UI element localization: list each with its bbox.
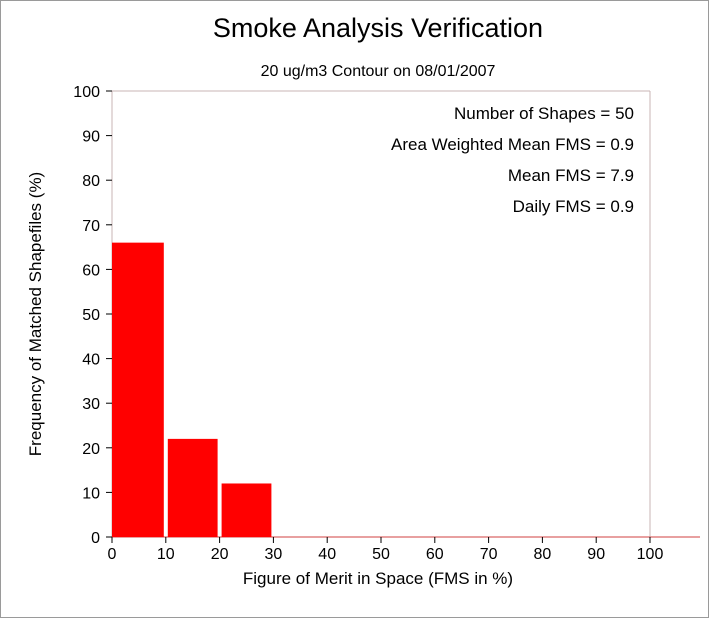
x-tick-label: 70: [480, 546, 498, 563]
x-tick-label: 20: [211, 546, 229, 563]
x-tick-label: 80: [534, 546, 552, 563]
x-tick-label: 0: [108, 546, 117, 563]
stat-annotation: Mean FMS = 7.9: [508, 166, 634, 185]
y-tick-label: 10: [82, 485, 100, 502]
bar-20-30: [221, 483, 272, 537]
y-axis: 0 10 20 30 40 50 60 70 80 90 100: [73, 84, 112, 547]
y-tick-label: 100: [73, 84, 100, 101]
y-tick-label: 20: [82, 441, 100, 458]
bars-group: [112, 242, 272, 537]
x-tick-label: 90: [587, 546, 605, 563]
bar-10-20: [167, 438, 218, 537]
stat-annotation: Daily FMS = 0.9: [513, 197, 634, 216]
x-tick-label: 60: [426, 546, 444, 563]
y-tick-label: 40: [82, 352, 100, 369]
y-tick-label: 0: [91, 530, 100, 547]
x-tick-label: 40: [318, 546, 336, 563]
y-tick-label: 30: [82, 396, 100, 413]
x-axis-label: Figure of Merit in Space (FMS in %): [243, 569, 513, 588]
y-axis-label: Frequency of Matched Shapefiles (%): [26, 172, 45, 456]
x-tick-label: 30: [265, 546, 283, 563]
x-tick-label: 50: [372, 546, 390, 563]
y-tick-label: 60: [82, 262, 100, 279]
bar-0-10: [112, 242, 164, 537]
stat-annotation: Number of Shapes = 50: [454, 104, 634, 123]
y-tick-label: 80: [82, 173, 100, 190]
annotations-group: Number of Shapes = 50 Area Weighted Mean …: [391, 104, 634, 216]
chart-title: Smoke Analysis Verification: [213, 13, 543, 43]
chart-subtitle: 20 ug/m3 Contour on 08/01/2007: [261, 63, 496, 80]
x-tick-label: 100: [637, 546, 664, 563]
x-axis: 0 10 20 30 40 50 60 70 80 90 100: [108, 537, 664, 563]
y-tick-label: 50: [82, 307, 100, 324]
y-tick-label: 70: [82, 218, 100, 235]
x-tick-label: 10: [157, 546, 175, 563]
stat-annotation: Area Weighted Mean FMS = 0.9: [391, 135, 634, 154]
y-tick-label: 90: [82, 129, 100, 146]
